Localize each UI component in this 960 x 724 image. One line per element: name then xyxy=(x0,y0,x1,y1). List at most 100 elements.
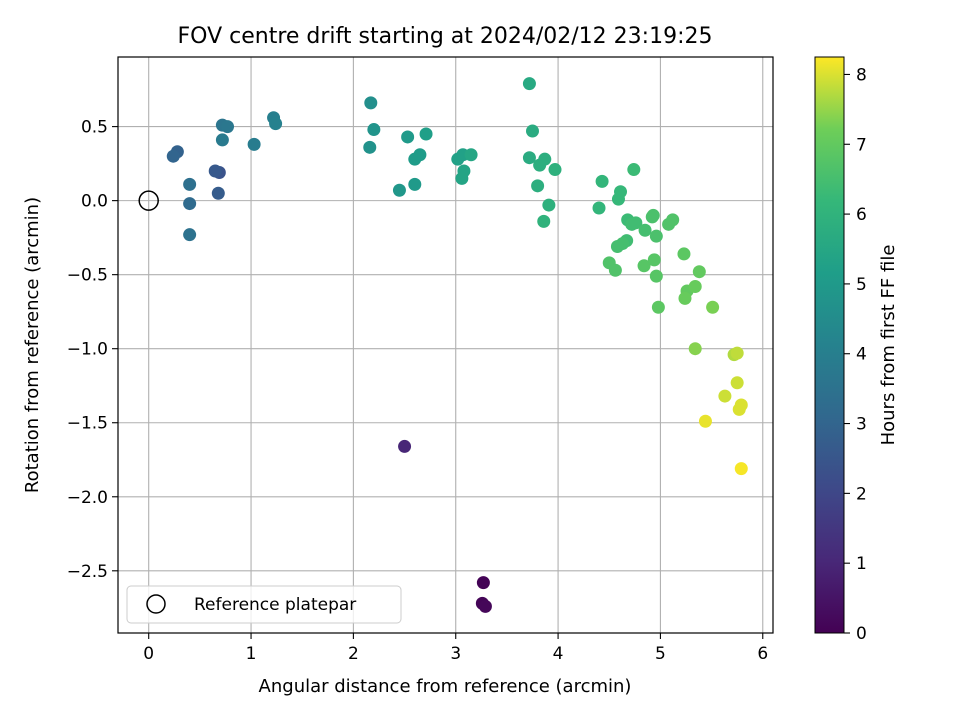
data-point xyxy=(364,96,378,110)
legend-box xyxy=(126,585,402,624)
data-point xyxy=(538,152,552,166)
data-point xyxy=(730,346,744,360)
y-tick-label: −1.0 xyxy=(67,340,108,360)
colorbar-tick-label: 0 xyxy=(856,624,867,644)
grid xyxy=(118,57,773,633)
data-point xyxy=(215,133,229,147)
legend-marker xyxy=(146,594,166,614)
data-point xyxy=(522,151,536,165)
colorbar-tick-label: 5 xyxy=(856,275,867,295)
y-axis-label: Rotation from reference (arcmin) xyxy=(22,197,43,493)
legend: Reference platepar xyxy=(126,585,402,624)
data-point xyxy=(706,300,720,314)
data-point xyxy=(531,179,545,193)
colorbar-frame xyxy=(814,56,845,634)
data-point xyxy=(627,163,641,177)
data-point xyxy=(718,389,732,403)
data-point xyxy=(419,127,433,141)
colorbar-tick-label: 4 xyxy=(856,345,867,365)
data-point xyxy=(183,228,197,242)
data-point xyxy=(413,148,427,162)
plot-frame xyxy=(117,56,774,634)
data-point xyxy=(629,216,643,230)
x-tick-label: 2 xyxy=(348,644,359,664)
y-tick-label: 0.0 xyxy=(81,192,108,212)
data-point xyxy=(646,208,660,222)
data-point xyxy=(269,117,283,131)
colorbar-tick-label: 1 xyxy=(856,554,867,574)
data-point xyxy=(595,174,609,188)
data-point xyxy=(525,124,539,138)
data-point xyxy=(666,213,680,227)
colorbar-tick-label: 7 xyxy=(856,135,867,155)
colorbar-ticks: 0 1 2 3 4 5 6 7 8 xyxy=(844,65,867,644)
data-point xyxy=(692,265,706,279)
data-point xyxy=(611,192,625,206)
data-point xyxy=(677,247,691,261)
data-point xyxy=(649,229,663,243)
data-point xyxy=(476,576,490,590)
data-point xyxy=(398,439,412,453)
colorbar-gradient xyxy=(815,57,844,633)
x-tick-label: 6 xyxy=(757,644,768,664)
data-point xyxy=(183,197,197,211)
x-axis: 0 1 2 3 4 5 6 xyxy=(143,633,768,664)
data-point xyxy=(367,123,381,137)
x-tick-label: 0 xyxy=(143,644,154,664)
data-point xyxy=(732,402,746,416)
data-point xyxy=(211,186,225,200)
reference-marker xyxy=(138,190,159,211)
x-axis-label: Angular distance from reference (arcmin) xyxy=(259,676,632,697)
data-point xyxy=(401,130,415,144)
data-point xyxy=(734,462,748,476)
data-point xyxy=(608,263,622,277)
data-point xyxy=(548,163,562,177)
scatter-points xyxy=(166,77,748,613)
reference-marker-group xyxy=(138,190,159,211)
data-point xyxy=(183,177,197,191)
colorbar-label: Hours from first FF file xyxy=(878,245,899,446)
y-axis: 0.5 0.0 −0.5 −1.0 −1.5 −2.0 −2.5 xyxy=(67,118,118,582)
data-point xyxy=(649,269,663,283)
data-point xyxy=(651,300,665,314)
x-tick-label: 1 xyxy=(246,644,257,664)
data-point xyxy=(592,201,606,215)
y-tick-label: −2.0 xyxy=(67,488,108,508)
data-point xyxy=(247,137,261,151)
data-point xyxy=(698,414,712,428)
data-point xyxy=(688,342,702,356)
y-tick-label: −2.5 xyxy=(67,562,108,582)
data-point xyxy=(208,164,222,178)
data-point xyxy=(522,77,536,91)
data-point xyxy=(638,223,652,237)
colorbar: 0 1 2 3 4 5 6 7 8 Hours from first FF file xyxy=(814,56,899,644)
data-point xyxy=(363,140,377,154)
data-point xyxy=(637,259,651,273)
data-point xyxy=(166,149,180,163)
x-tick-label: 3 xyxy=(450,644,461,664)
data-point xyxy=(610,240,624,254)
colorbar-tick-label: 3 xyxy=(856,415,867,435)
data-point xyxy=(688,280,702,294)
colorbar-tick-label: 8 xyxy=(856,65,867,85)
x-tick-label: 5 xyxy=(655,644,666,664)
data-point xyxy=(464,148,478,162)
x-tick-label: 4 xyxy=(553,644,564,664)
y-tick-label: −1.5 xyxy=(67,414,108,434)
colorbar-tick-label: 2 xyxy=(856,484,867,504)
colorbar-tick-label: 6 xyxy=(856,205,867,225)
data-point xyxy=(457,164,471,178)
legend-label: Reference platepar xyxy=(194,595,356,615)
data-point xyxy=(408,177,422,191)
data-point xyxy=(537,214,551,228)
y-tick-label: 0.5 xyxy=(81,118,108,138)
data-point xyxy=(392,183,406,197)
y-tick-label: −0.5 xyxy=(67,266,108,286)
data-point xyxy=(678,291,692,305)
data-point xyxy=(478,599,492,613)
data-point xyxy=(221,120,235,134)
data-point xyxy=(730,376,744,390)
chart-title: FOV centre drift starting at 2024/02/12 … xyxy=(178,24,713,49)
data-point xyxy=(542,198,556,212)
